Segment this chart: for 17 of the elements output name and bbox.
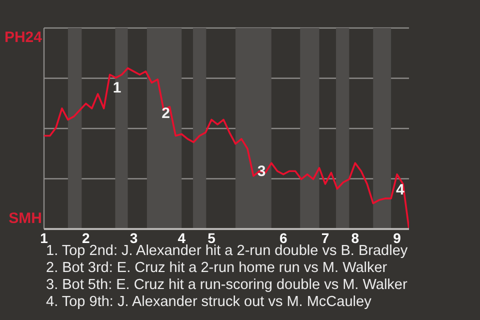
x-tick-label: 5 — [208, 230, 216, 246]
text: SMH — [8, 210, 42, 227]
x-tick-label: 7 — [321, 230, 330, 246]
x-tick-label: 4 — [178, 230, 186, 246]
x-tick-label: 6 — [279, 230, 288, 246]
x-tick-label: 1 — [40, 230, 48, 246]
text: 3. Bot 5th: E. Cruz hit a run-scoring double vs M. Walker — [46, 277, 408, 294]
text: PH24 — [4, 29, 42, 46]
x-tick-label: 8 — [351, 230, 360, 246]
x-tick-label: 3 — [130, 230, 138, 246]
annotation: 1 — [112, 80, 122, 97]
x-tick-label: 9 — [393, 230, 402, 246]
text: 2. Bot 3rd: E. Cruz hit a 2-run home run vs M. Walker — [46, 260, 388, 277]
annotation: 2 — [162, 105, 170, 122]
text: 1. Top 2nd: J. Alexander hit a 2-run double vs B. Bradley — [46, 243, 408, 260]
x-tick-label: 2 — [82, 230, 90, 246]
text: 4. Top 9th: J. Alexander struck out vs M. McCauley — [46, 294, 372, 311]
